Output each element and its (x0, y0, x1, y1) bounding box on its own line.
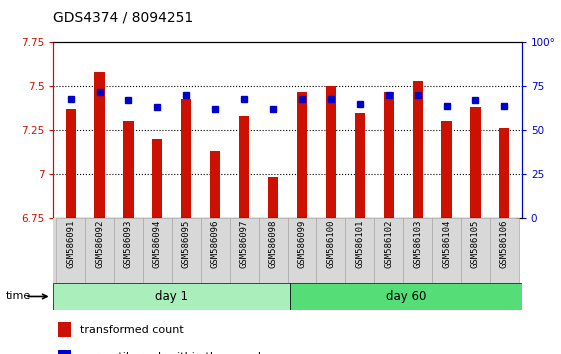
Text: day 60: day 60 (386, 290, 426, 303)
Bar (181, 98, 191, 218)
Bar (412, 81, 422, 218)
Bar (432, 218, 461, 283)
Text: GDS4374 / 8094251: GDS4374 / 8094251 (53, 11, 194, 25)
Bar (85, 218, 114, 283)
Bar (355, 113, 365, 218)
Text: GSM586092: GSM586092 (95, 220, 104, 268)
Bar (297, 92, 307, 218)
Bar (56, 218, 85, 283)
Text: percentile rank within the sample: percentile rank within the sample (80, 352, 268, 354)
Bar (471, 107, 481, 218)
Bar (123, 121, 134, 218)
Bar (490, 218, 519, 283)
Text: GSM586106: GSM586106 (500, 220, 509, 268)
Bar (268, 177, 278, 218)
Text: GSM586103: GSM586103 (413, 220, 422, 268)
Text: GSM586100: GSM586100 (327, 220, 335, 268)
Bar (316, 218, 346, 283)
Bar (229, 218, 259, 283)
Bar (94, 72, 104, 218)
Bar (53, 283, 291, 310)
Bar (374, 218, 403, 283)
Text: GSM586091: GSM586091 (66, 220, 75, 268)
Text: GSM586096: GSM586096 (211, 220, 220, 268)
Bar (153, 139, 163, 218)
Bar (288, 218, 316, 283)
Bar (143, 218, 172, 283)
Bar (403, 218, 432, 283)
Text: GSM586094: GSM586094 (153, 220, 162, 268)
Bar (210, 151, 220, 218)
Bar (66, 109, 76, 218)
Bar (384, 92, 394, 218)
Text: GSM586099: GSM586099 (297, 220, 306, 268)
Text: GSM586095: GSM586095 (182, 220, 191, 268)
Bar (201, 218, 229, 283)
Text: time: time (6, 291, 31, 302)
Text: GSM586093: GSM586093 (124, 220, 133, 268)
Bar (58, 322, 71, 337)
Bar (239, 116, 249, 218)
Bar (114, 218, 143, 283)
Text: GSM586098: GSM586098 (269, 220, 278, 268)
Bar (346, 218, 374, 283)
Bar (442, 121, 452, 218)
Text: GSM586101: GSM586101 (355, 220, 364, 268)
Bar (291, 283, 522, 310)
Bar (172, 218, 201, 283)
Text: GSM586102: GSM586102 (384, 220, 393, 268)
Bar (499, 129, 509, 218)
Text: transformed count: transformed count (80, 325, 184, 335)
Bar (461, 218, 490, 283)
Text: day 1: day 1 (155, 290, 188, 303)
Bar (326, 86, 336, 218)
Bar (58, 350, 71, 354)
Text: GSM586097: GSM586097 (240, 220, 249, 268)
Text: GSM586105: GSM586105 (471, 220, 480, 268)
Text: GSM586104: GSM586104 (442, 220, 451, 268)
Bar (259, 218, 287, 283)
